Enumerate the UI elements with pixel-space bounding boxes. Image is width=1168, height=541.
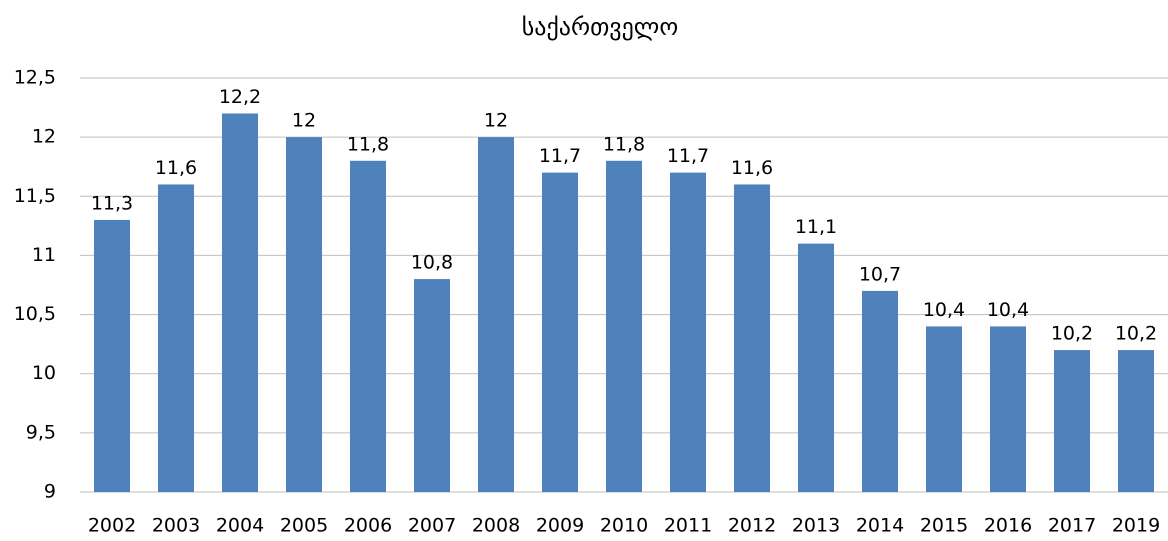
data-label: 11,1 xyxy=(795,216,837,238)
y-tick-label: 12,5 xyxy=(14,67,56,89)
x-tick-label: 2012 xyxy=(728,515,776,537)
x-tick-label: 2008 xyxy=(472,515,520,537)
bar xyxy=(1118,350,1154,492)
data-label: 10,4 xyxy=(987,299,1029,321)
data-label: 11,6 xyxy=(155,157,197,179)
data-label: 11,8 xyxy=(603,133,645,155)
data-label: 11,8 xyxy=(347,133,389,155)
bar xyxy=(94,219,130,492)
y-tick-label: 9,5 xyxy=(26,421,56,443)
data-label: 11,7 xyxy=(539,145,581,167)
x-tick-label: 2004 xyxy=(216,515,264,537)
bar xyxy=(862,290,898,492)
data-label: 11,7 xyxy=(667,145,709,167)
bar xyxy=(926,326,962,492)
data-label: 12,2 xyxy=(219,86,261,108)
bar xyxy=(414,279,450,492)
bar xyxy=(734,184,770,492)
x-tick-label: 2003 xyxy=(152,515,200,537)
x-tick-label: 2014 xyxy=(856,515,904,537)
bar xyxy=(1054,350,1090,492)
data-label: 10,4 xyxy=(923,299,965,321)
data-label: 10,7 xyxy=(859,263,901,285)
data-label: 12 xyxy=(292,110,316,132)
bar xyxy=(478,137,514,492)
x-tick-label: 2019 xyxy=(1112,515,1160,537)
y-tick-label: 12 xyxy=(32,126,56,148)
bar xyxy=(606,160,642,493)
bar xyxy=(350,160,386,493)
data-label: 10,2 xyxy=(1115,323,1157,345)
data-label: 10,8 xyxy=(411,252,453,274)
x-tick-label: 2016 xyxy=(984,515,1032,537)
bar xyxy=(222,113,258,492)
x-tick-label: 2011 xyxy=(664,515,712,537)
bar xyxy=(670,172,706,492)
bar xyxy=(990,326,1026,492)
y-tick-label: 9 xyxy=(44,481,56,503)
x-tick-label: 2015 xyxy=(920,515,968,537)
bar xyxy=(542,172,578,492)
bar xyxy=(158,184,194,492)
x-tick-label: 2007 xyxy=(408,515,456,537)
x-tick-label: 2006 xyxy=(344,515,392,537)
bar xyxy=(798,243,834,492)
data-label: 10,2 xyxy=(1051,323,1093,345)
data-label: 11,3 xyxy=(91,192,133,214)
bar xyxy=(286,137,322,492)
y-tick-label: 10 xyxy=(32,362,56,384)
y-tick-label: 11 xyxy=(32,244,56,266)
x-tick-label: 2013 xyxy=(792,515,840,537)
x-tick-label: 2005 xyxy=(280,515,328,537)
x-tick-label: 2002 xyxy=(88,515,136,537)
data-label: 12 xyxy=(484,110,508,132)
y-tick-label: 10,5 xyxy=(14,303,56,325)
x-tick-label: 2017 xyxy=(1048,515,1096,537)
y-tick-label: 11,5 xyxy=(14,185,56,207)
data-label: 11,6 xyxy=(731,157,773,179)
x-tick-label: 2009 xyxy=(536,515,584,537)
chart-title: საქართველო xyxy=(522,13,678,41)
x-tick-label: 2010 xyxy=(600,515,648,537)
